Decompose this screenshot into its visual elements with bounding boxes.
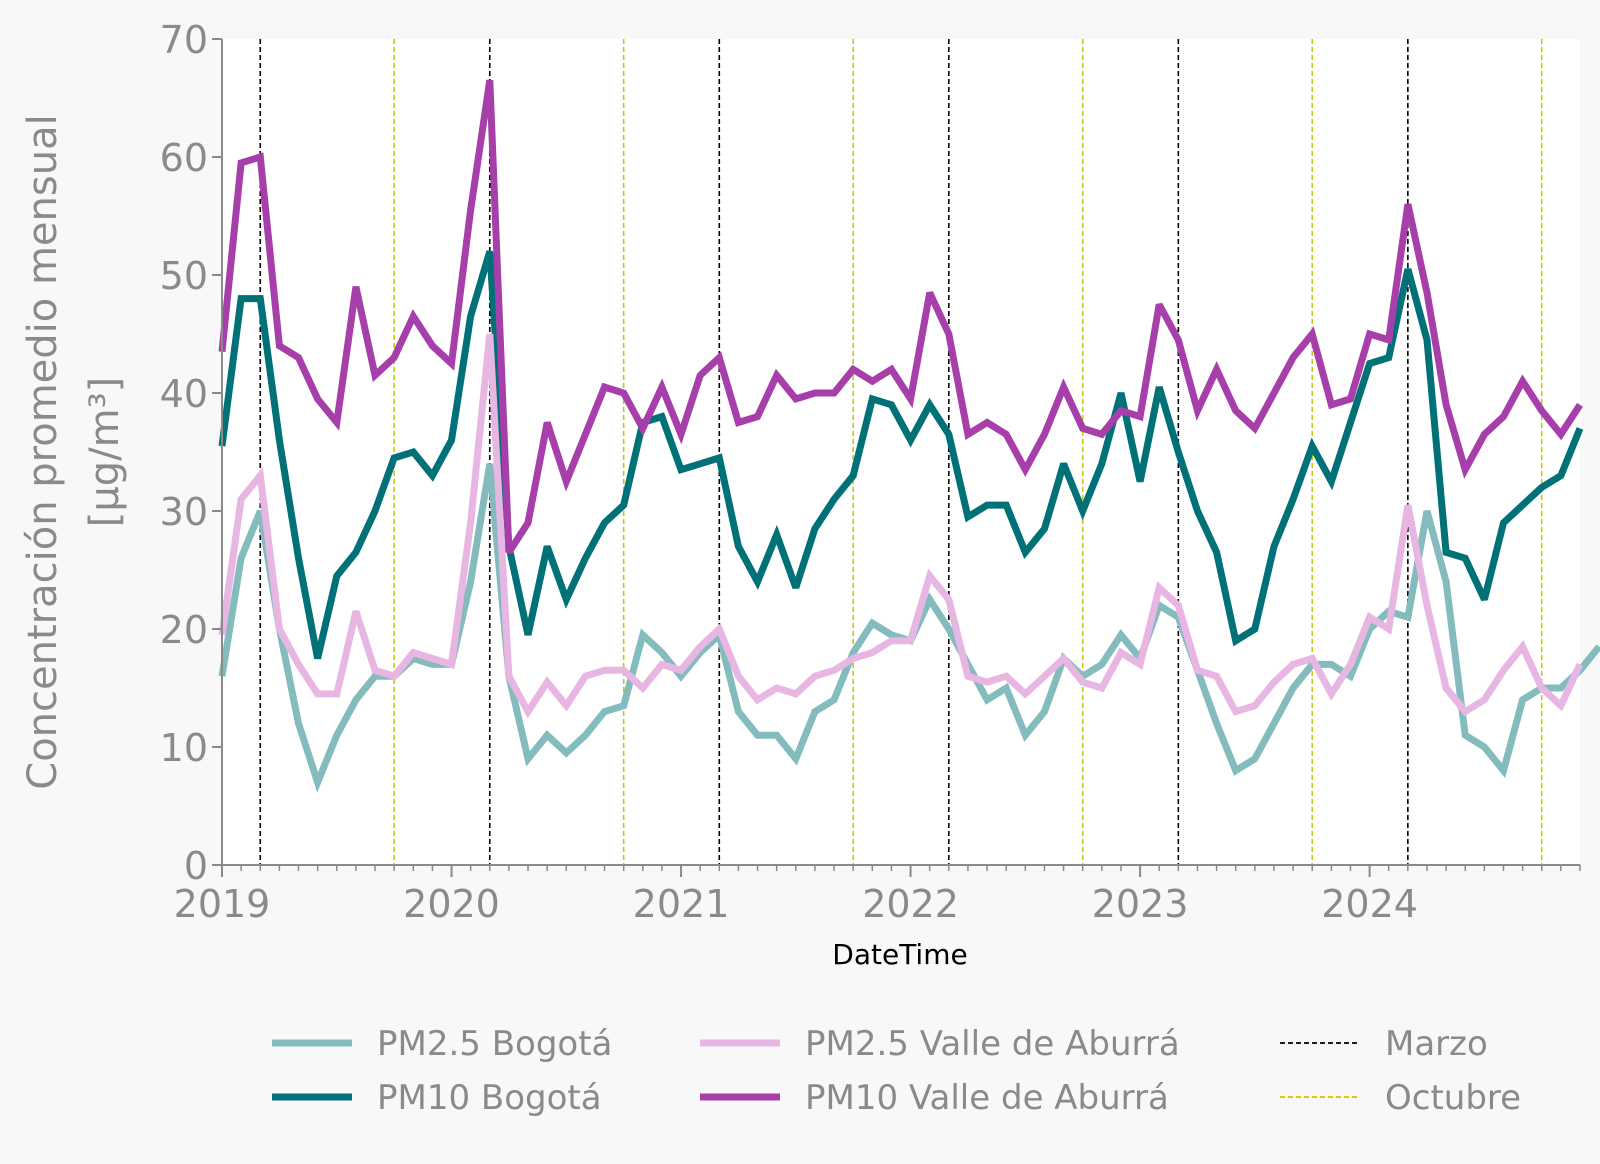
x-axis-label: DateTime <box>832 938 967 971</box>
x-ticks: 2019 2020 2021 2022 2023 2024 <box>174 865 1581 926</box>
y-tick-label: 60 <box>160 136 208 180</box>
y-tick-label: 50 <box>160 254 208 298</box>
y-tick-label: 70 <box>160 18 208 62</box>
y-axis-label-line2: [μg/m³] <box>82 377 128 528</box>
legend-label-pm10_valle: PM10 Valle de Aburrá <box>805 1078 1169 1118</box>
y-tick-label: 0 <box>184 844 208 888</box>
plot-background <box>222 39 1580 865</box>
legend-label-pm25_valle: PM2.5 Valle de Aburrá <box>805 1024 1180 1064</box>
x-tick-label: 2022 <box>862 882 959 926</box>
series-line-pm10_valle <box>218 79 1583 555</box>
y-tick-label: 20 <box>160 608 208 652</box>
legend-label-octubre: Octubre <box>1385 1078 1521 1118</box>
y-axis-label-line1: Concentración promedio mensual <box>20 114 66 789</box>
legend-label-marzo: Marzo <box>1385 1024 1488 1064</box>
x-tick-label: 2019 <box>174 882 271 926</box>
legend-label-pm10_bogota: PM10 Bogotá <box>377 1078 602 1118</box>
series-line-pm25_valle <box>218 333 1584 719</box>
x-tick-label: 2023 <box>1092 882 1189 926</box>
y-tick-label: 40 <box>160 372 208 416</box>
y-tick-label: 10 <box>160 726 208 770</box>
series-line-pm10_bogota <box>218 250 1584 660</box>
legend: PM2.5 Bogotá PM10 Bogotá PM2.5 Valle de Ab… <box>272 1024 1521 1118</box>
axes <box>221 39 1580 866</box>
y-ticks: 0 10 20 30 40 50 60 70 <box>160 18 222 888</box>
y-tick-label: 30 <box>160 490 208 534</box>
legend-label-pm25_bogota: PM2.5 Bogotá <box>377 1024 612 1064</box>
x-tick-label: 2024 <box>1321 882 1418 926</box>
x-tick-label: 2020 <box>403 882 500 926</box>
series-lines <box>218 79 1600 793</box>
x-tick-label: 2021 <box>633 882 730 926</box>
